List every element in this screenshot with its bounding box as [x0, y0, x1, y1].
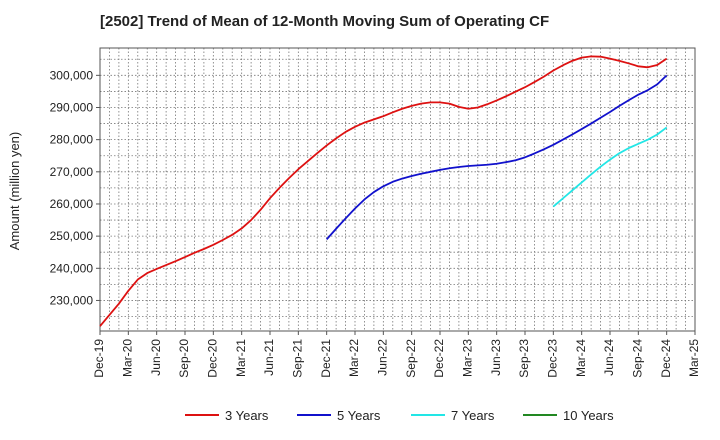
x-tick-label: Sep-23: [517, 339, 531, 378]
x-tick-label: Mar-22: [347, 339, 361, 377]
x-tick-label: Jun-23: [489, 339, 503, 376]
x-tick-label: Dec-24: [659, 339, 673, 378]
y-tick-label: 300,000: [50, 68, 94, 82]
x-tick-label: Sep-21: [291, 339, 305, 378]
y-tick-label: 240,000: [50, 261, 94, 275]
legend-label-2: 5 Years: [337, 408, 381, 423]
x-axis: Dec-19 Mar-20 Jun-20 Sep-20 Dec-20 Mar-21 Jun-…: [92, 331, 701, 378]
y-tick-label: 290,000: [50, 100, 94, 114]
chart-title: [2502] Trend of Mean of 12-Month Moving …: [100, 13, 550, 30]
legend: 3 Years 5 Years 7 Years 10 Years: [185, 408, 614, 423]
x-tick-label: Sep-24: [631, 339, 645, 378]
series-line-2: [325, 74, 668, 240]
x-tick-label: Sep-20: [177, 339, 191, 378]
x-tick-label: Dec-22: [432, 339, 446, 378]
series-lines: [99, 55, 668, 327]
y-tick-label: 250,000: [50, 229, 94, 243]
y-tick-label: 260,000: [50, 197, 94, 211]
x-tick-label: Mar-20: [121, 339, 135, 377]
legend-label-3: 7 Years: [451, 408, 495, 423]
legend-label-4: 10 Years: [563, 408, 614, 423]
x-tick-label: Sep-22: [404, 339, 418, 378]
x-tick-label: Mar-21: [234, 339, 248, 377]
x-tick-label: Jun-21: [262, 339, 276, 376]
x-tick-label: Dec-19: [92, 339, 106, 378]
x-tick-label: Jun-20: [149, 339, 163, 376]
x-tick-label: Dec-23: [546, 339, 560, 378]
x-tick-label: Dec-21: [319, 339, 333, 378]
grid: [100, 48, 695, 331]
y-tick-label: 230,000: [50, 293, 94, 307]
x-tick-label: Mar-25: [687, 339, 701, 377]
x-tick-label: Mar-24: [574, 339, 588, 377]
y-tick-label: 270,000: [50, 165, 94, 179]
series-line-3: [552, 126, 668, 208]
plot-frame: [99, 47, 696, 332]
legend-label-1: 3 Years: [225, 408, 269, 423]
x-tick-label: Jun-24: [602, 339, 616, 376]
x-tick-label: Mar-23: [461, 339, 475, 377]
y-tick-label: 280,000: [50, 133, 94, 147]
x-tick-label: Dec-20: [206, 339, 220, 378]
x-tick-label: Jun-22: [376, 339, 390, 376]
y-axis-label: Amount (million yen): [7, 132, 22, 251]
y-axis: 230,000 240,000 250,000 260,000 270,000 280,0…: [50, 68, 100, 307]
series-line-1: [99, 55, 668, 327]
